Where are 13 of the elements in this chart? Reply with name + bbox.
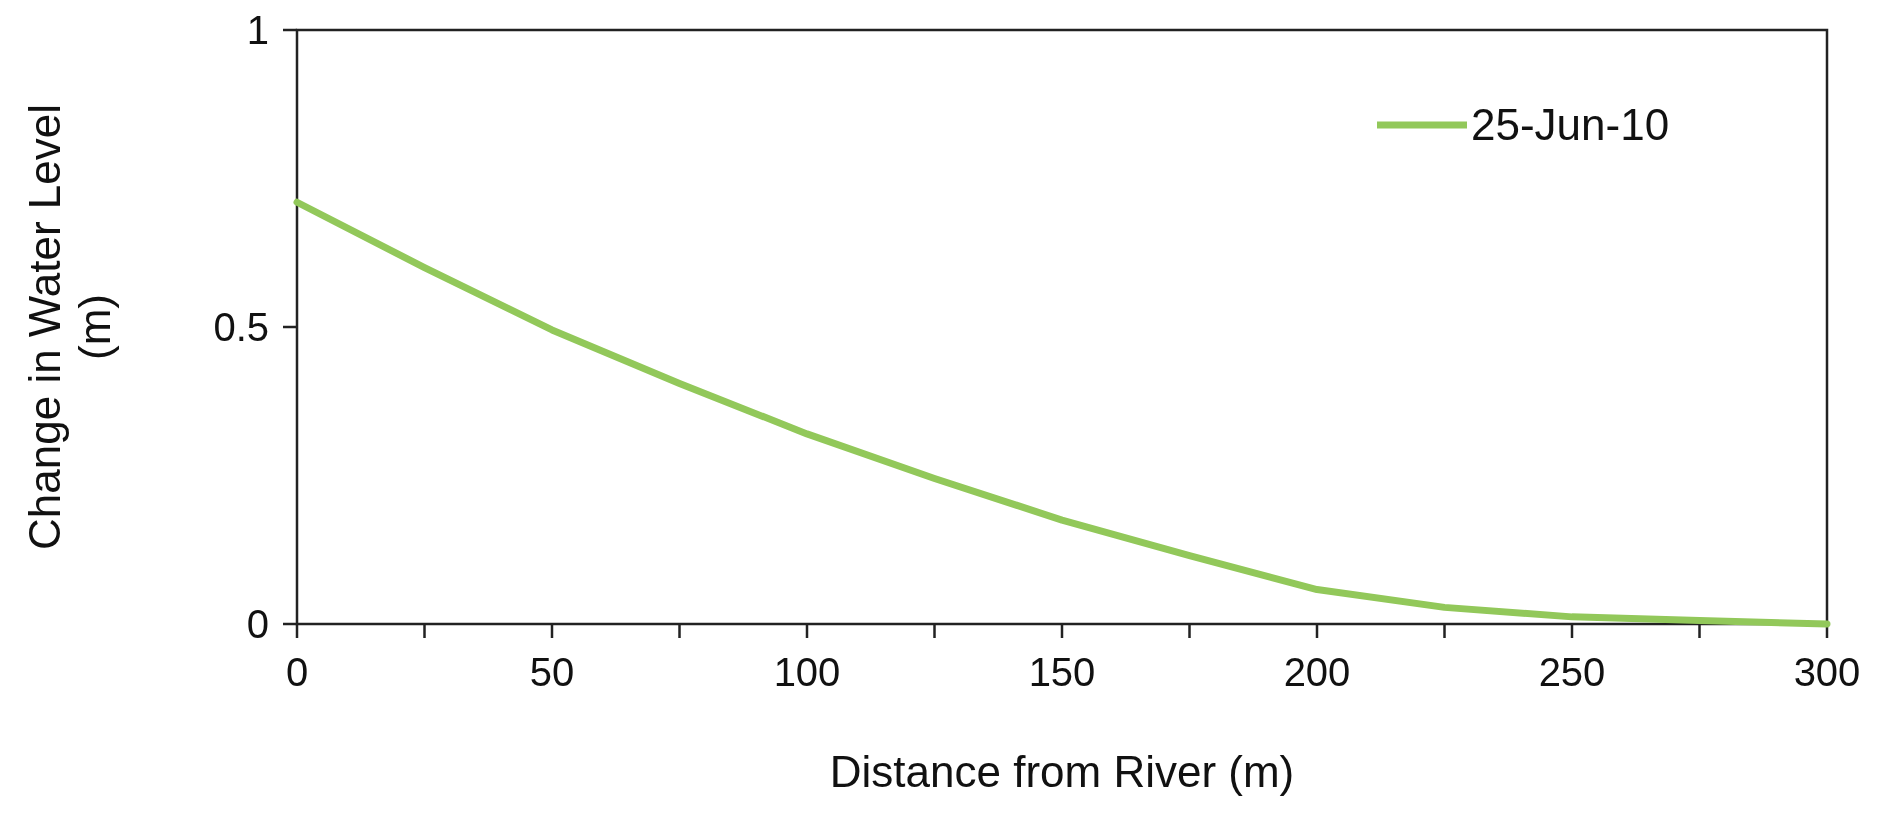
y-tick-label: 1 [246,8,269,52]
y-tick-label: 0 [246,602,269,646]
x-axis-title: Distance from River (m) [829,747,1295,796]
x-tick-label: 200 [1283,650,1351,694]
x-tick-label: 50 [529,650,575,694]
x-tick-label: 100 [773,650,841,694]
x-tick-label: 0 [285,650,309,694]
x-tick-label: 150 [1028,650,1096,694]
x-tick-label: 300 [1793,650,1861,694]
legend-label: 25-Jun-10 [1471,100,1670,150]
y-axis-title: Change in Water Level (m) [20,104,119,550]
x-tick-label: 250 [1538,650,1606,694]
y-tick-label: 0.5 [213,305,269,349]
